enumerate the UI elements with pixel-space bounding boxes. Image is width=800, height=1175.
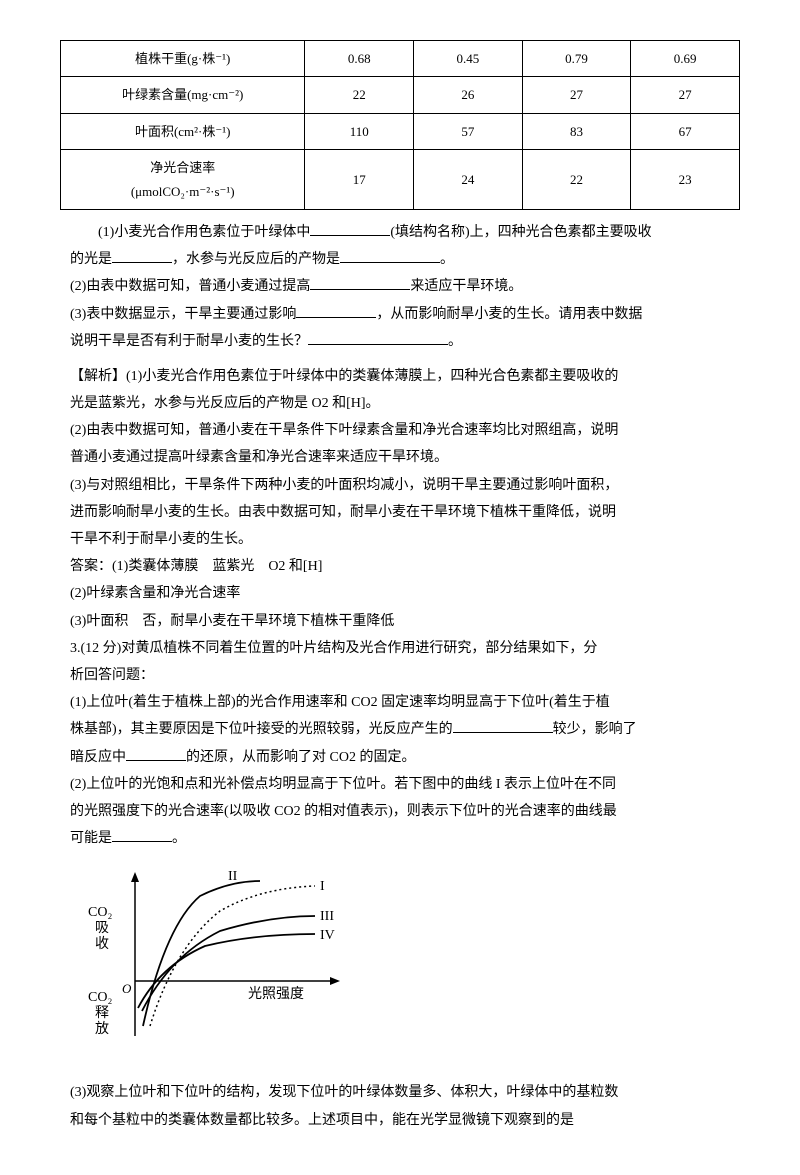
cell: 27	[631, 77, 740, 113]
text: 说明干旱是否有利于耐旱小麦的生长？	[70, 334, 308, 349]
blank	[310, 275, 410, 290]
text: 的还原，从而影响了对 CO2 的固定。	[186, 750, 415, 765]
text: (1)小麦光合作用色素位于叶绿体中	[98, 225, 310, 240]
text: 较少，影响了	[553, 722, 637, 737]
text: ，从而影响耐旱小麦的生长。请用表中数据	[376, 307, 642, 322]
curve-label-2: II	[228, 869, 238, 884]
text: (填结构名称)上，四种光合色素都主要吸收	[390, 225, 651, 240]
text: (3)与对照组相比，干旱条件下两种小麦的叶面积均减小，说明干旱主要通过影响叶面积…	[70, 473, 730, 498]
data-table: 植株干重(g·株⁻¹) 0.68 0.45 0.79 0.69 叶绿素含量(mg…	[60, 40, 740, 210]
origin-label: O	[122, 981, 132, 996]
text: 株基部)，其主要原因是下位叶接受的光照较弱，光反应产生的	[70, 722, 453, 737]
analysis: 【解析】(1)小麦光合作用色素位于叶绿体中的类囊体薄膜上，四种光合色素都主要吸收…	[60, 364, 740, 634]
text: 【解析】(1)小麦光合作用色素位于叶绿体中的类囊体薄膜上，四种光合色素都主要吸收…	[70, 364, 730, 389]
table-row: 净光合速率 (μmolCO₂·m⁻²·s⁻¹) 17 24 22 23	[61, 150, 740, 210]
blank	[112, 248, 172, 263]
chart-svg: CO₂ 吸 收 CO₂ 释 放 O 光照强度 I II III IV	[80, 866, 360, 1056]
question-3-cont: (3)观察上位叶和下位叶的结构，发现下位叶的叶绿体数量多、体积大，叶绿体中的基粒…	[60, 1080, 740, 1132]
question-3: 3.(12 分)对黄瓜植株不同着生位置的叶片结构及光合作用进行研究，部分结果如下…	[60, 636, 740, 852]
cell: 17	[305, 150, 414, 210]
text: (3)观察上位叶和下位叶的结构，发现下位叶的叶绿体数量多、体积大，叶绿体中的基粒…	[70, 1080, 730, 1105]
curve-1	[150, 886, 315, 1026]
text: 。	[172, 831, 186, 846]
curve-label-1: I	[320, 879, 325, 894]
text: 的光照强度下的光合速率(以吸收 CO2 的相对值表示)，则表示下位叶的光合速率的…	[70, 799, 730, 824]
cell-label: 叶面积(cm²·株⁻¹)	[61, 113, 305, 149]
curve-label-3: III	[320, 909, 334, 924]
cell: 0.79	[522, 41, 631, 77]
blank	[453, 718, 553, 733]
cell: 83	[522, 113, 631, 149]
light-intensity-chart: CO₂ 吸 收 CO₂ 释 放 O 光照强度 I II III IV	[80, 866, 740, 1065]
question-1: (1)小麦光合作用色素位于叶绿体中 (填结构名称)上，四种光合色素都主要吸收 的光…	[60, 220, 740, 354]
cell: 0.69	[631, 41, 740, 77]
cell: 23	[631, 150, 740, 210]
text: (3)表中数据显示，干旱主要通过影响	[70, 307, 296, 322]
answer-3: (3)叶面积 否，耐旱小麦在干旱环境下植株干重降低	[70, 609, 730, 634]
y-label-top: CO₂ 吸 收	[88, 905, 116, 952]
text: 普通小麦通过提高叶绿素含量和净光合速率来适应干旱环境。	[70, 445, 730, 470]
table-row: 叶绿素含量(mg·cm⁻²) 22 26 27 27	[61, 77, 740, 113]
cell: 22	[305, 77, 414, 113]
text: 进而影响耐旱小麦的生长。由表中数据可知，耐旱小麦在干旱环境下植株干重降低，说明	[70, 500, 730, 525]
cell: 57	[414, 113, 523, 149]
blank	[296, 303, 376, 318]
curve-label-4: IV	[320, 928, 335, 943]
blank	[340, 248, 440, 263]
text: 光是蓝紫光，水参与光反应后的产物是 O2 和[H]。	[70, 391, 730, 416]
text: 干旱不利于耐旱小麦的生长。	[70, 527, 730, 552]
cell-label: 植株干重(g·株⁻¹)	[61, 41, 305, 77]
y-label-bot: CO₂ 释 放	[88, 990, 116, 1037]
text: (1)上位叶(着生于植株上部)的光合作用速率和 CO2 固定速率均明显高于下位叶…	[70, 690, 730, 715]
cell: 22	[522, 150, 631, 210]
text: ，水参与光反应后的产物是	[172, 252, 340, 267]
text: 来适应干旱环境。	[410, 279, 522, 294]
cell-label: 叶绿素含量(mg·cm⁻²)	[61, 77, 305, 113]
cell: 67	[631, 113, 740, 149]
text: 暗反应中	[70, 750, 126, 765]
x-label: 光照强度	[248, 986, 304, 1002]
text: 。	[448, 334, 462, 349]
text: 3.(12 分)对黄瓜植株不同着生位置的叶片结构及光合作用进行研究，部分结果如下…	[70, 636, 730, 661]
table-row: 植株干重(g·株⁻¹) 0.68 0.45 0.79 0.69	[61, 41, 740, 77]
cell: 0.68	[305, 41, 414, 77]
blank	[126, 746, 186, 761]
text: (2)上位叶的光饱和点和光补偿点均明显高于下位叶。若下图中的曲线 I 表示上位叶…	[70, 772, 730, 797]
blank	[112, 827, 172, 842]
blank	[310, 221, 390, 236]
answer-1: 答案：(1)类囊体薄膜 蓝紫光 O2 和[H]	[70, 554, 730, 579]
cell: 26	[414, 77, 523, 113]
text: 的光是	[70, 252, 112, 267]
text: 可能是	[70, 831, 112, 846]
text: (2)由表中数据可知，普通小麦通过提高	[70, 279, 310, 294]
answer-2: (2)叶绿素含量和净光合速率	[70, 581, 730, 606]
cell: 27	[522, 77, 631, 113]
cell: 0.45	[414, 41, 523, 77]
blank	[308, 330, 448, 345]
text: 和每个基粒中的类囊体数量都比较多。上述项目中，能在光学显微镜下观察到的是	[70, 1108, 730, 1133]
text: (2)由表中数据可知，普通小麦在干旱条件下叶绿素含量和净光合速率均比对照组高，说…	[70, 418, 730, 443]
text: 析回答问题：	[70, 663, 730, 688]
cell-label: 净光合速率 (μmolCO₂·m⁻²·s⁻¹)	[61, 150, 305, 210]
table-row: 叶面积(cm²·株⁻¹) 110 57 83 67	[61, 113, 740, 149]
curve-2	[143, 881, 260, 1026]
cell: 110	[305, 113, 414, 149]
text: 。	[440, 252, 454, 267]
cell: 24	[414, 150, 523, 210]
